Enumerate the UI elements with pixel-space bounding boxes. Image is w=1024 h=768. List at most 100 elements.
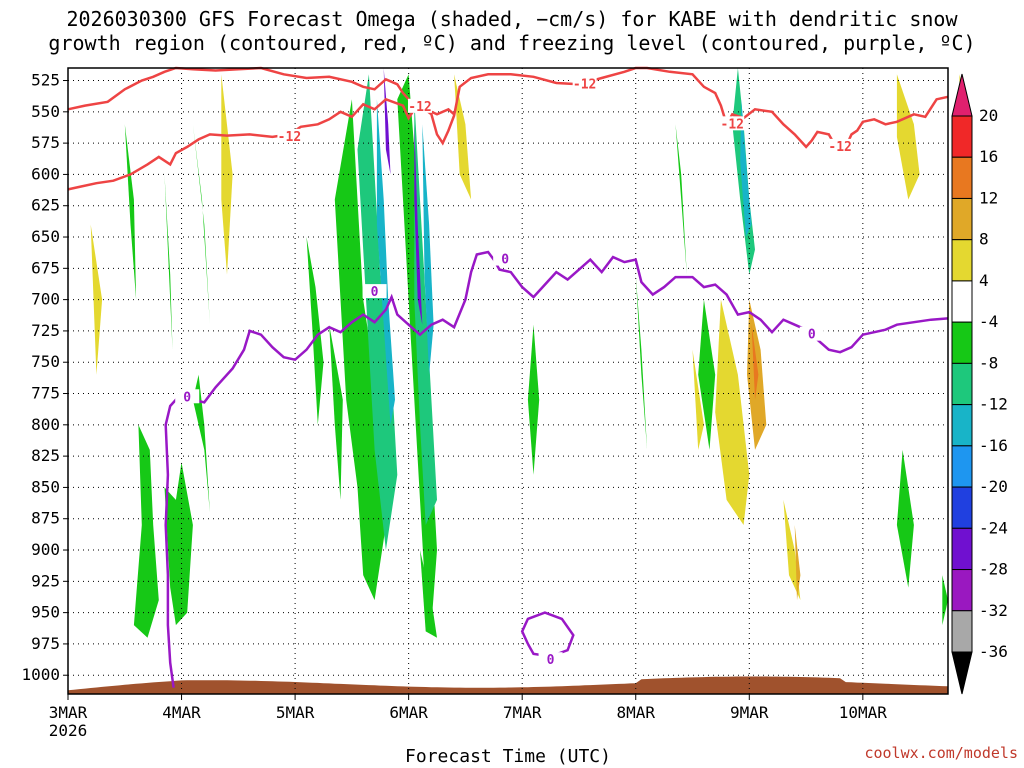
omega-shade-2-0	[376, 99, 395, 425]
x-tick-label: 4MAR	[162, 703, 201, 722]
colorbar-label: -20	[979, 477, 1008, 496]
x-axis-label: Forecast Time (UTC)	[405, 746, 611, 767]
y-tick-label: 750	[31, 352, 60, 371]
omega-shade-0-13	[675, 124, 687, 275]
colorbar-label: 4	[979, 271, 989, 290]
y-tick-label: 675	[31, 258, 60, 277]
colorbar-bottom-arrow	[951, 651, 973, 695]
colorbar-swatch	[951, 527, 973, 571]
x-tick-label: 8MAR	[616, 703, 655, 722]
fz-label-2-bg	[362, 284, 387, 299]
colorbar-label: -32	[979, 601, 1008, 620]
omega-shade-3-0	[383, 68, 391, 175]
omega-shade-4-4	[715, 299, 750, 525]
plot-area: -12 -12 -12 -12 -12 0 0 0 0 0	[67, 66, 965, 695]
x-tick-label: 10MAR	[839, 703, 888, 722]
y-tick-label: 875	[31, 509, 60, 528]
omega-shade-1-1	[414, 99, 437, 526]
colorbar-swatch	[951, 321, 973, 364]
omega-shade-0-12	[635, 274, 648, 450]
dgz-label-2-bg	[408, 98, 432, 113]
y-tick-label: 525	[31, 71, 60, 90]
fz-label-5-bg	[538, 652, 563, 667]
y-tick-label: 725	[31, 321, 60, 340]
colorbar-label: 16	[979, 147, 998, 166]
x-tick-label: 6MAR	[389, 703, 428, 722]
dgz-label-1: -12	[278, 130, 301, 145]
terrain	[68, 676, 948, 694]
x-tick-label: 5MAR	[276, 703, 315, 722]
y-tick-label: 925	[31, 571, 60, 590]
colorbar-swatch	[951, 239, 973, 282]
colorbar-label: 8	[979, 230, 989, 249]
y-tick-label: 1000	[21, 665, 60, 684]
omega-shade-0-10	[420, 550, 437, 638]
colorbar-swatch	[951, 115, 973, 158]
freezing-level-blob	[520, 611, 575, 658]
credit-text: coolwx.com/models	[864, 744, 1018, 762]
x-tick-label: 3MAR	[49, 703, 88, 722]
freezing-level-contour	[164, 250, 949, 688]
colorbar: 20 16 12 8 4 -4 -8 -12 -16 -20 -24 -28 -32 -36	[951, 73, 1008, 695]
terrain-fill	[68, 676, 948, 694]
dgz-label-3: -12	[573, 77, 596, 92]
omega-shade-0-0	[133, 424, 159, 638]
colorbar-swatch	[951, 362, 973, 406]
y-tick-label: 650	[31, 227, 60, 246]
colorbar-label: 20	[979, 106, 998, 125]
omega-shade-0-3	[124, 124, 137, 300]
dgz-lower-contour	[67, 97, 455, 191]
y-tick-label: 850	[31, 477, 60, 496]
colorbar-top-arrow	[951, 73, 973, 117]
fz-label-2: 0	[371, 285, 379, 300]
colorbar-label: -24	[979, 518, 1008, 537]
y-axis: 525 550 575 600 625 650 675 700 725 750 775 800 825 8…	[21, 71, 68, 684]
fz-label-1: 0	[183, 390, 191, 405]
dgz-upper-contour	[67, 66, 949, 149]
chart-title-line2: growth region (contoured, red, ºC) and f…	[48, 31, 975, 55]
omega-shade-0-2	[192, 374, 210, 513]
dgz-label-1-bg	[277, 128, 302, 143]
colorbar-swatch	[951, 445, 973, 488]
omega-shade-2-1	[422, 124, 434, 375]
colorbar-label: -4	[979, 312, 998, 331]
y-tick-label: 775	[31, 384, 60, 403]
x-tick-label: 7MAR	[503, 703, 542, 722]
y-tick-label: 825	[31, 446, 60, 465]
y-tick-label: 800	[31, 415, 60, 434]
omega-shade-0-6	[306, 237, 324, 425]
omega-shade-2-2	[740, 99, 752, 237]
colorbar-label: -12	[979, 395, 1008, 414]
colorbar-swatch	[951, 280, 973, 323]
omega-shade-0-8	[334, 99, 386, 601]
x-tick-year: 2026	[49, 721, 88, 740]
x-tick-label: 9MAR	[730, 703, 769, 722]
omega-shade-0-5	[192, 124, 210, 325]
dgz-label-3-bg	[572, 76, 597, 91]
contours: -12 -12 -12 -12 -12 0 0 0 0 0	[67, 66, 949, 688]
omega-shade-0-7	[329, 324, 343, 500]
colorbar-label: -28	[979, 560, 1008, 579]
omega-shade-4-1	[221, 74, 233, 275]
y-tick-label: 975	[31, 634, 60, 653]
dgz-label-2: -12	[408, 100, 431, 115]
colorbar-swatch	[951, 156, 973, 199]
y-tick-label: 575	[31, 133, 60, 152]
colorbar-label: 12	[979, 188, 998, 207]
fz-label-3-bg	[493, 251, 518, 266]
omega-shade-0-14	[698, 299, 716, 450]
y-tick-label: 600	[31, 164, 60, 183]
chart-title-line1: 2026030300 GFS Forecast Omega (shaded, −…	[66, 7, 958, 31]
omega-shade-0-16	[896, 449, 914, 588]
fz-label-1-bg	[175, 389, 200, 404]
fz-label-4-bg	[799, 326, 824, 341]
y-tick-label: 550	[31, 102, 60, 121]
dgz-label-5: -12	[828, 140, 851, 155]
omega-shade-4-3	[692, 349, 704, 450]
omega-shade-4-5	[783, 499, 801, 601]
omega-shade-0-1	[164, 462, 193, 626]
omega-shade-4-0	[90, 224, 103, 375]
omega-shading	[90, 68, 965, 638]
